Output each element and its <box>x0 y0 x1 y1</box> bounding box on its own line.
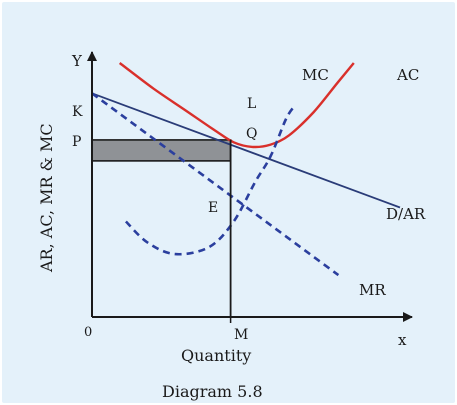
dar-label: D/AR <box>386 205 426 223</box>
y-axis-letter: Y <box>71 52 83 70</box>
k-label: K <box>72 104 83 120</box>
q-label: Q <box>246 126 257 142</box>
mr-label: MR <box>359 281 386 299</box>
m-label: M <box>234 327 248 343</box>
p-label: P <box>72 134 81 150</box>
caption: Diagram 5.8 <box>162 382 263 401</box>
y-axis-title: AR, AC, MR & MC <box>37 123 56 273</box>
mr-line <box>91 92 340 277</box>
origin-label: 0 <box>84 325 92 340</box>
x-axis-letter: x <box>398 331 407 349</box>
demand-ar-line <box>91 92 401 209</box>
l-label: L <box>247 96 256 112</box>
mc-label: MC <box>302 66 329 84</box>
e-label: E <box>208 200 218 216</box>
ac-label: AC <box>396 66 419 84</box>
x-axis-title: Quantity <box>181 346 251 365</box>
mc-curve <box>124 104 297 256</box>
ac-curve <box>118 62 355 149</box>
